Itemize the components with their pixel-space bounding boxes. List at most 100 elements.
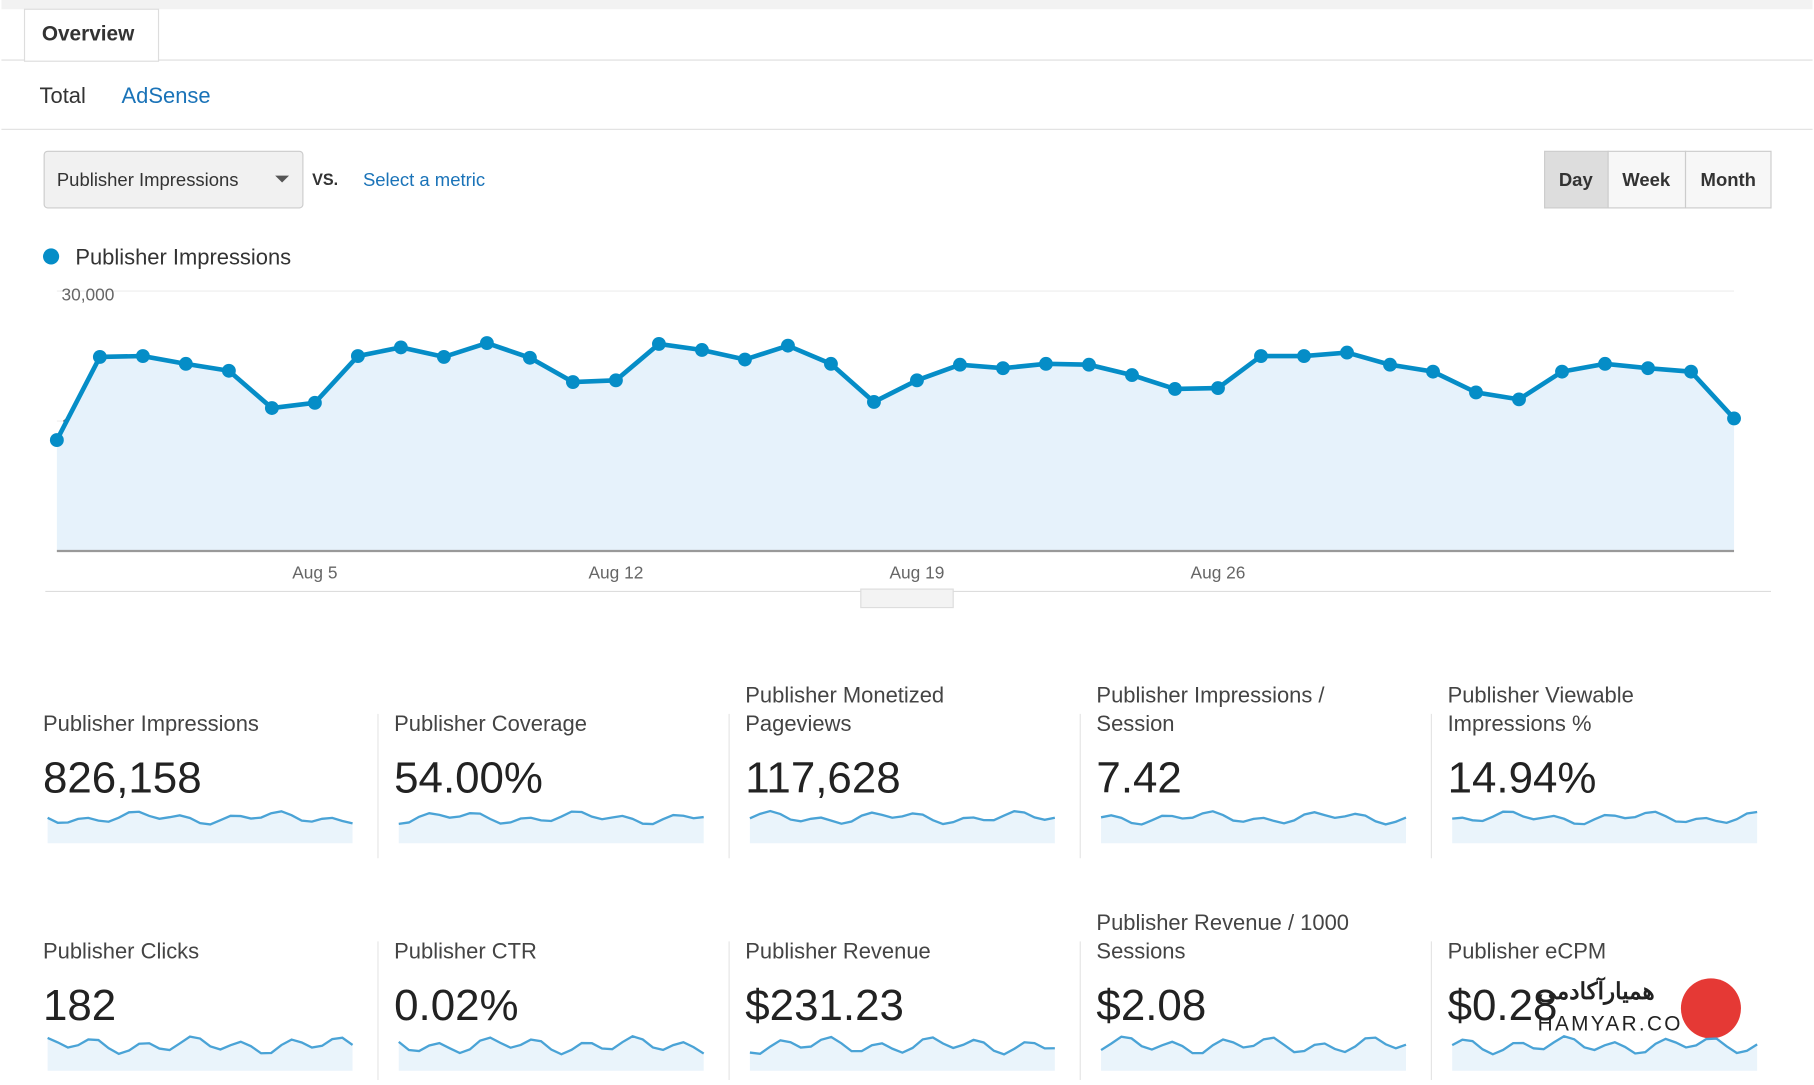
sparkline-area	[47, 811, 353, 844]
period-label: Month	[1701, 169, 1756, 190]
dropdown-label: Publisher Impressions	[57, 169, 239, 190]
point	[1125, 368, 1139, 383]
watermark-logo	[1680, 978, 1741, 1039]
metric-title-box: Publisher Coverage	[394, 712, 587, 737]
metric-title: Publisher Clicks	[43, 940, 200, 965]
point	[479, 336, 494, 350]
period-button[interactable]	[1544, 150, 1609, 209]
sparkline	[749, 809, 1056, 826]
point	[1512, 392, 1526, 407]
point	[1727, 411, 1741, 426]
point	[92, 349, 107, 364]
sparkline-area	[47, 1036, 353, 1071]
metric-value: $0.28	[1448, 981, 1558, 1030]
point	[565, 375, 580, 389]
sparkline	[47, 810, 353, 826]
point	[49, 433, 64, 448]
sparkline	[1100, 810, 1407, 826]
metric-title-box: Publisher CTR	[394, 940, 537, 965]
point	[1297, 349, 1311, 363]
metric-value: 182	[43, 981, 116, 1030]
x-tick-label: Aug 12	[588, 563, 643, 583]
dropdown-arrow	[275, 175, 290, 183]
metric-title: Publisher CTR	[394, 940, 537, 965]
sparkline	[749, 1035, 1055, 1056]
point	[436, 349, 451, 364]
metric-title-box: Publisher Impressions / Session	[1096, 683, 1325, 737]
point	[781, 338, 795, 353]
period-label: Week	[1622, 169, 1671, 190]
metric-title-box: Publisher eCPM	[1448, 940, 1607, 964]
sparkline	[1100, 1035, 1407, 1055]
subtab[interactable]: AdSense	[122, 83, 211, 108]
tab[interactable]	[23, 8, 160, 62]
top-bar	[1, 0, 1813, 10]
point	[1082, 357, 1096, 372]
metric-title: Publisher Impressions	[43, 712, 259, 737]
metric-title: Publisher Revenue	[745, 940, 931, 965]
point	[393, 340, 408, 355]
metric-value: 826,158	[43, 753, 202, 802]
vs-label: VS.	[312, 171, 338, 189]
sparkline-area	[1101, 1036, 1406, 1071]
point	[350, 349, 365, 363]
tab-label: Overview	[42, 22, 135, 45]
point	[1211, 381, 1225, 396]
x-tick-label: Aug 19	[890, 563, 945, 583]
sparkline	[1451, 1035, 1758, 1056]
metric-value: 54.00%	[394, 753, 543, 802]
sparkline	[47, 1035, 354, 1056]
point	[1598, 356, 1612, 371]
point	[1469, 385, 1483, 400]
watermark: HAMYAR.CO	[1538, 1012, 1683, 1035]
collapse-handle[interactable]	[860, 588, 954, 609]
metric-title: Publisher Impressions / Session	[1096, 683, 1325, 737]
point	[738, 352, 752, 367]
metric-dropdown[interactable]	[43, 150, 304, 209]
period-button[interactable]	[1607, 150, 1687, 209]
x-tick-label: Aug 26	[1191, 563, 1246, 583]
point	[522, 350, 537, 365]
metric-value: $231.23	[745, 981, 904, 1030]
select-metric[interactable]: Select a metric	[363, 169, 485, 190]
point	[910, 373, 924, 388]
metric-value: 117,628	[745, 753, 900, 802]
x-tick-label: Aug 5	[292, 563, 337, 583]
metric-title-box: Publisher Revenue	[745, 940, 931, 965]
point	[608, 373, 623, 388]
sparkline	[1452, 810, 1758, 826]
point	[135, 349, 150, 363]
metric-value: 0.02%	[394, 981, 518, 1030]
sparkline-area	[749, 1037, 1055, 1071]
watermark: همیارآکادمی	[1538, 976, 1655, 1006]
sparkline-area	[1452, 1036, 1758, 1071]
legend-dot	[43, 248, 60, 265]
point	[1641, 361, 1655, 376]
metric-title: Publisher Viewable Impressions %	[1447, 683, 1634, 737]
metric-title-box: Publisher Viewable Impressions %	[1447, 683, 1634, 737]
period-button[interactable]	[1684, 150, 1772, 209]
metric-title: Publisher Coverage	[394, 712, 587, 737]
point	[307, 395, 322, 410]
legend-label: Publisher Impressions	[75, 245, 291, 270]
subtab[interactable]: Total	[40, 83, 86, 108]
sparkline	[398, 1035, 705, 1056]
point	[1039, 356, 1053, 371]
point	[1254, 349, 1268, 363]
point	[651, 336, 666, 351]
metric-title: Publisher Monetized Pageviews	[745, 683, 945, 737]
point	[264, 401, 279, 415]
y-tick-label: 30,000	[61, 284, 114, 304]
metric-title-box: Publisher Monetized Pageviews	[745, 683, 945, 737]
point	[867, 395, 881, 409]
point	[694, 343, 709, 357]
line	[54, 340, 1736, 442]
period-label: Day	[1559, 169, 1594, 190]
sparkline-area	[398, 1036, 704, 1071]
metric-title: Publisher Revenue / 1000 Sessions	[1096, 911, 1349, 965]
metric-value: 14.94%	[1448, 753, 1597, 802]
point	[996, 361, 1010, 376]
sparkline	[398, 810, 704, 826]
